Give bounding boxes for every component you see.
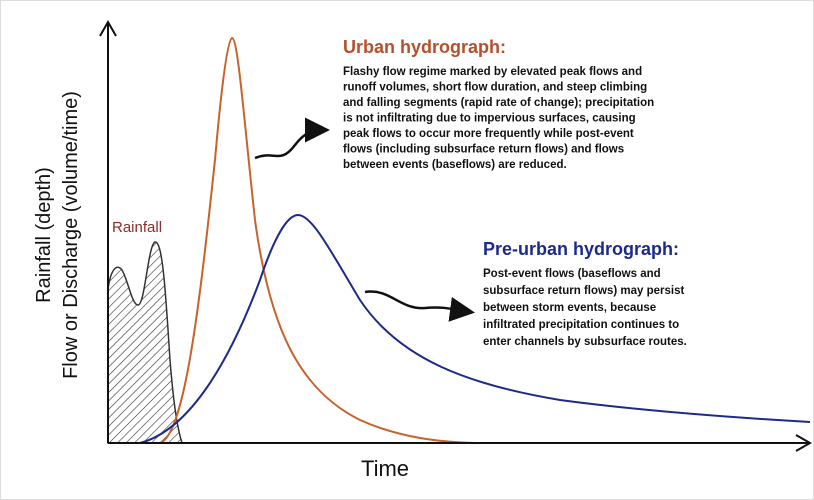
x-axis-label: Time (361, 456, 409, 481)
pre-urban-text-line: enter channels by subsurface routes. (483, 336, 687, 348)
pre-urban-callout-arrow (364, 290, 475, 322)
urban-text-line: and falling segments (rapid rate of chan… (343, 97, 654, 109)
urban-curve (159, 36, 476, 444)
y-axis-label: Rainfall (depth) (33, 167, 55, 303)
urban-text-line: between events (baseflows) are reduced. (343, 159, 567, 171)
pre-urban-text-line: infiltrated precipitation continues to (483, 319, 679, 331)
urban-callout-arrow (254, 117, 330, 160)
x-axis-arrow (795, 434, 813, 452)
pre-urban-title: Pre-urban hydrograph: (483, 239, 679, 259)
y-axis-arrow (99, 19, 117, 37)
urban-title: Urban hydrograph: (343, 37, 506, 57)
urban-text-line: is not infiltrating due to impervious su… (343, 113, 636, 125)
pre-urban-text-line: subsurface return flows) may persist (483, 285, 684, 297)
y-axis-label: Flow or Discharge (volume/time) (60, 91, 82, 379)
pre-urban-text-line: Post-event flows (baseflows and (483, 268, 661, 280)
urban-text-line: flows (including subsurface return flows… (343, 144, 624, 156)
urban-text-line: Flashy flow regime marked by elevated pe… (343, 66, 642, 78)
urban-text-line: runoff volumes, short flow duration, and… (343, 82, 647, 94)
rainfall-label: Rainfall (112, 219, 162, 236)
urban-text-line: peak flows to occur more frequently whil… (343, 128, 634, 140)
rainfall-area (107, 241, 184, 444)
pre-urban-curve (139, 213, 811, 444)
pre-urban-text-line: between storm events, because (483, 302, 656, 314)
